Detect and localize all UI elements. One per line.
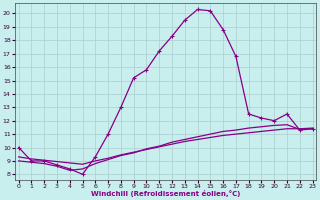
X-axis label: Windchill (Refroidissement éolien,°C): Windchill (Refroidissement éolien,°C) [91, 190, 240, 197]
